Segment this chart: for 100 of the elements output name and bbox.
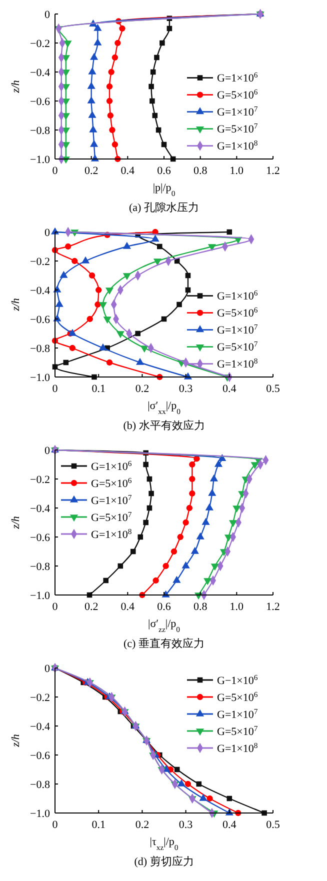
x-tick-label: 1.0 (230, 601, 244, 613)
point (170, 548, 178, 555)
point (186, 504, 193, 512)
point (182, 561, 190, 568)
point (184, 780, 192, 788)
text: (a) 孔隙水压力 (129, 201, 199, 214)
y-tick-label: −1.0 (30, 590, 50, 602)
point (62, 113, 70, 120)
x-tick-label: 0 (52, 383, 58, 395)
point (136, 358, 144, 365)
point (96, 286, 102, 294)
point (87, 82, 96, 89)
point (182, 519, 189, 526)
point (64, 243, 72, 250)
x-tick-label: 0 (52, 601, 58, 613)
x-tick-label: 0.4 (120, 165, 136, 177)
point (55, 300, 64, 307)
point (206, 795, 213, 802)
x-axis-title: |p|/p$_{0}$ (152, 182, 176, 198)
legend-label: G=1×10$^{8}$ (217, 740, 258, 755)
x-tick-label: 0.5 (266, 819, 280, 831)
legend-label: G=5×10$^{6}$ (217, 305, 258, 320)
x-tick-label: 0.3 (178, 383, 194, 395)
x-tick-label: 0 (52, 165, 58, 177)
x-tick-label: 0.3 (178, 819, 194, 831)
y-tick-label: −0.4 (30, 284, 50, 297)
x-tick-label: 1.2 (266, 165, 280, 177)
point (250, 462, 259, 470)
point (60, 270, 68, 278)
point (103, 316, 112, 324)
legend-label: G−1×10$^{6}$ (217, 672, 258, 687)
point (68, 328, 76, 336)
point (135, 330, 140, 336)
legend-label: G=1×10$^{8}$ (217, 138, 258, 153)
point (114, 40, 121, 46)
text: (d) 剪切应力 (134, 855, 194, 868)
legend-label: G=1×10$^{6}$ (91, 458, 132, 473)
y-tick-label: −1.0 (30, 808, 50, 820)
point (69, 344, 76, 352)
point (199, 794, 208, 801)
point (232, 506, 241, 513)
point (189, 461, 196, 468)
legend-label: G=5×10$^{7}$ (217, 121, 258, 136)
point (88, 67, 96, 74)
point (172, 576, 181, 583)
x-tick-label: 0.8 (193, 601, 208, 613)
legend-label: G=1×10$^{7}$ (217, 322, 258, 337)
y-tick-label: −0.6 (30, 532, 50, 544)
point (108, 68, 114, 76)
point (177, 779, 186, 786)
legend-label: G=5×10$^{6}$ (91, 475, 132, 490)
x-tick-label: 0.4 (120, 601, 136, 613)
x-axis-title: |τ$_{xz}$|/p$_{0}$ (150, 836, 178, 852)
y-tick-label: −0.8 (30, 778, 50, 791)
y-tick-label: −1.0 (30, 372, 50, 384)
y-tick-label: −0.6 (30, 314, 50, 326)
point (196, 532, 204, 540)
legend-label: G=5×10$^{6}$ (217, 87, 258, 102)
point (153, 258, 162, 266)
point (106, 83, 113, 90)
point (196, 781, 202, 787)
point (122, 273, 131, 280)
point (62, 55, 70, 62)
y-tick-label: 0 (44, 226, 50, 239)
y-tick-label: −0.4 (30, 720, 50, 733)
x-tick-label: 0.6 (157, 601, 172, 613)
point (204, 578, 212, 586)
point (62, 70, 70, 77)
point (189, 490, 196, 497)
y-tick-label: −0.8 (30, 342, 50, 355)
legend-label: G=5×10$^{7}$ (217, 723, 258, 738)
point (90, 140, 98, 147)
y-tick-label: −1.0 (30, 154, 50, 166)
y-tick-label: 0 (44, 444, 50, 457)
point (82, 256, 90, 264)
x-tick-label: 0.2 (135, 383, 150, 395)
y-axis-title: z/h (10, 516, 22, 530)
point (50, 227, 60, 234)
y-tick-label: −0.2 (30, 474, 50, 486)
point (106, 98, 113, 104)
legend-label: G=5×10$^{7}$ (91, 509, 132, 524)
y-tick-label: −0.8 (30, 560, 50, 573)
point (205, 503, 214, 510)
point (62, 128, 70, 135)
y-axis-title: z/h (10, 298, 22, 312)
point (190, 546, 199, 554)
point (150, 98, 155, 104)
point (148, 84, 154, 90)
y-tick-label: −0.2 (30, 692, 50, 704)
point (160, 40, 165, 46)
point (177, 534, 184, 540)
y-tick-label: −0.4 (30, 502, 50, 515)
point (94, 301, 101, 308)
legend-label: G=1×10$^{8}$ (217, 356, 258, 371)
y-tick-label: −0.8 (30, 124, 50, 137)
y-tick-label: −0.6 (30, 96, 50, 108)
point (130, 548, 136, 554)
legend-label: G=1×10$^{7}$ (217, 104, 258, 119)
x-tick-label: 0.4 (222, 383, 237, 395)
point (62, 142, 70, 150)
